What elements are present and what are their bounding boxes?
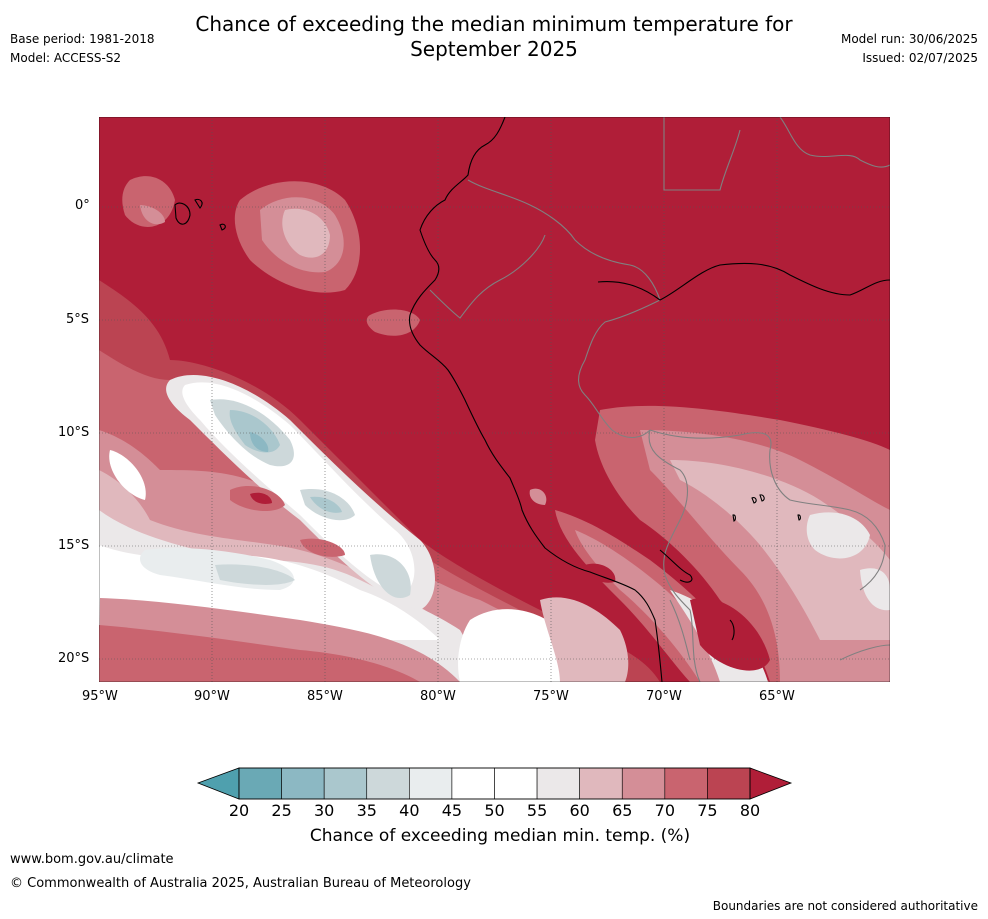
boundary-disclaimer: Boundaries are not considered authoritat… (712, 899, 978, 913)
lat-label-20s: 20°S (58, 651, 90, 666)
colorbar-tick-label: 20 (228, 801, 250, 820)
colorbar-tick-label: 60 (569, 801, 590, 820)
lat-label-15s: 15°S (58, 538, 90, 553)
colorbar-cell (281, 767, 325, 800)
colorbar-tick-label: 30 (313, 801, 335, 820)
colorbar-cell (451, 767, 495, 800)
title-line-1: Chance of exceeding the median minimum t… (195, 12, 793, 36)
colorbar-tick-label: 40 (399, 801, 420, 820)
lat-label-10s: 10°S (58, 425, 90, 440)
colorbar-tick-label: 50 (484, 801, 505, 820)
colorbar-cell (621, 767, 666, 800)
colorbar-tick-label: 70 (654, 801, 675, 820)
colorbar-cell (664, 767, 708, 800)
probability-field (99, 117, 890, 682)
model-run: Model run: 30/06/2025 (840, 32, 978, 46)
colorbar-cell (494, 767, 538, 800)
lon-label-75w: 75°W (533, 689, 569, 704)
graticule (99, 117, 890, 682)
colorbar-cell (323, 767, 368, 800)
website-link[interactable]: www.bom.gov.au/climate (10, 852, 174, 867)
lon-label-90w: 90°W (194, 689, 230, 704)
colorbar-tick-label: 55 (526, 801, 548, 820)
lon-label-95w: 95°W (82, 689, 118, 704)
lon-label-70w: 70°W (646, 689, 682, 704)
base-period: Base period: 1981-2018 (10, 32, 155, 46)
colorbar-cell (579, 767, 623, 800)
map-title: Chance of exceeding the median minimum t… (150, 12, 838, 62)
country-borders (429, 117, 890, 682)
issue-date: Issued: 02/07/2025 (862, 51, 978, 65)
colorbar-tick-label: 45 (441, 801, 463, 820)
lon-label-85w: 85°W (307, 689, 343, 704)
colorbar-cell (409, 767, 453, 800)
lat-label-0: 0° (75, 198, 90, 213)
colorbar-tick-label: 75 (697, 801, 718, 820)
colorbar (196, 767, 793, 800)
title-line-2: September 2025 (410, 37, 578, 61)
lon-label-80w: 80°W (420, 689, 456, 704)
colorbar-tick-label: 25 (271, 801, 292, 820)
model-name: Model: ACCESS-S2 (10, 51, 122, 65)
colorbar-tick-label: 65 (612, 801, 633, 820)
colorbar-cell (366, 767, 410, 800)
copyright-notice: © Commonwealth of Australia 2025, Austra… (10, 876, 471, 891)
colorbar-tick-label: 80 (739, 801, 761, 820)
lon-label-65w: 65°W (759, 689, 795, 704)
colorbar-cell (238, 767, 282, 800)
coastline (174, 117, 890, 682)
colorbar-label: Chance of exceeding median min. temp. (%… (309, 826, 691, 846)
lat-label-5s: 5°S (66, 312, 90, 327)
colorbar-tick-label: 35 (356, 801, 377, 820)
colorbar-over-triangle (749, 767, 793, 800)
colorbar-under-triangle (196, 767, 240, 800)
colorbar-cell (707, 767, 751, 800)
colorbar-cell (536, 767, 580, 800)
colorbar-cells (238, 767, 751, 800)
